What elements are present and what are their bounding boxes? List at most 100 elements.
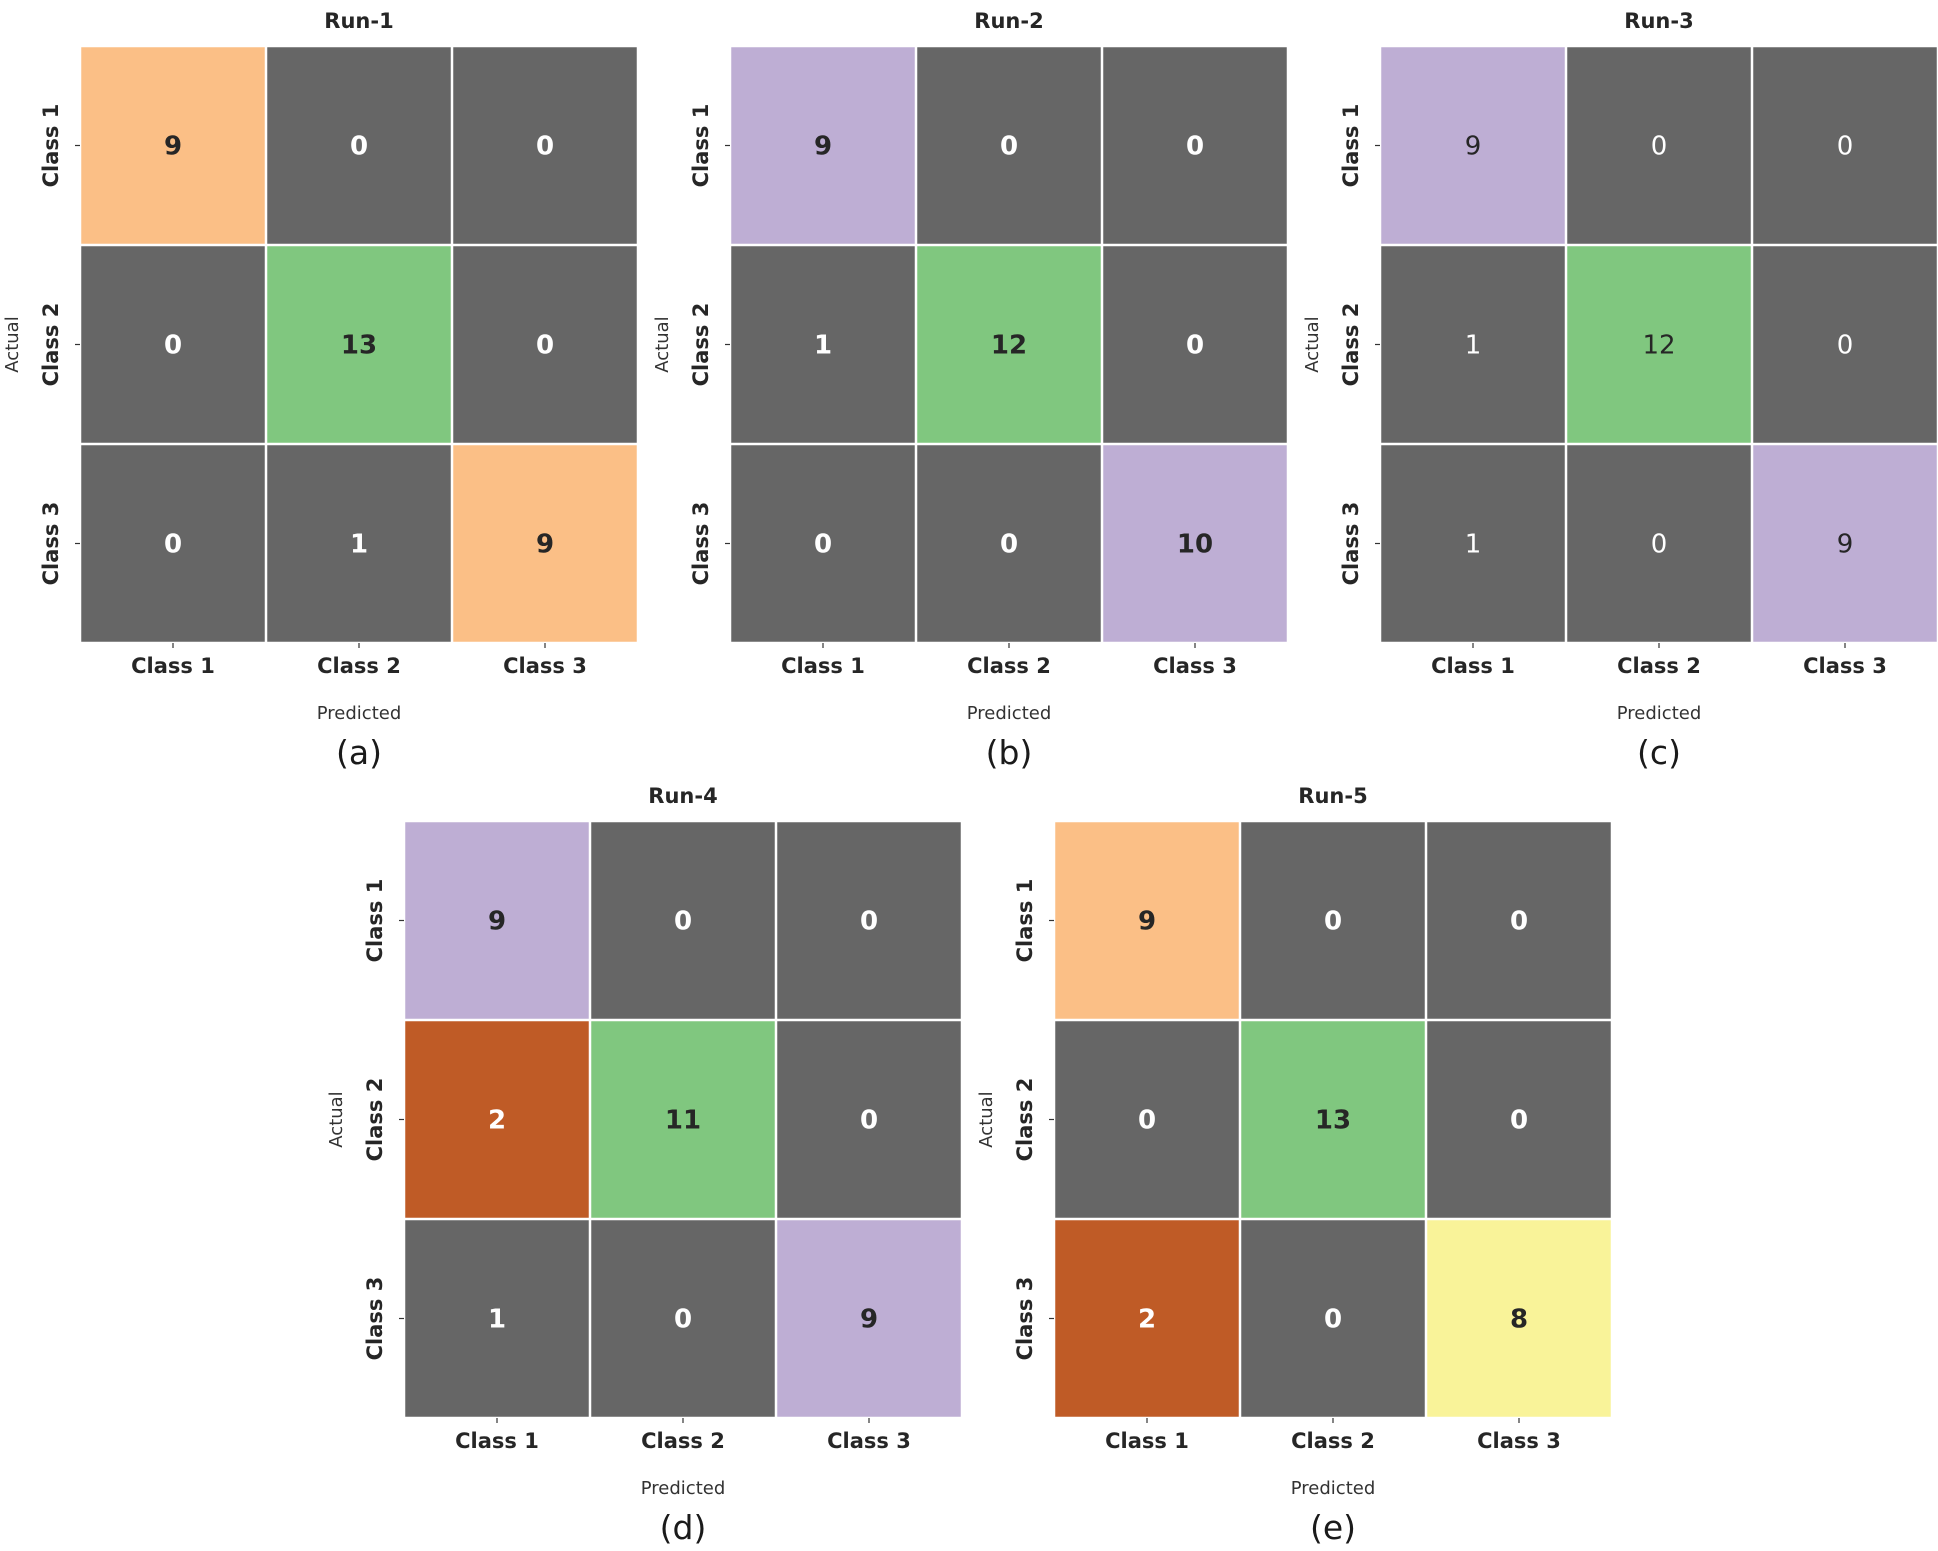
heatmap-cell bbox=[405, 1021, 589, 1218]
cell-value-label: 8 bbox=[1510, 1305, 1528, 1335]
x-tick-label: Class 2 bbox=[1617, 654, 1701, 678]
x-axis-label: Predicted bbox=[1617, 703, 1702, 724]
y-tick-label: Class 1 bbox=[1013, 879, 1037, 963]
heatmap-cell bbox=[267, 47, 451, 244]
cell-value-label: 1 bbox=[814, 331, 832, 361]
panel-title: Run-5 bbox=[1298, 784, 1367, 808]
heatmap-cell bbox=[731, 445, 915, 642]
panel-title: Run-1 bbox=[324, 9, 393, 33]
panel-title: Run-4 bbox=[648, 784, 717, 808]
y-tick-label: Class 3 bbox=[1013, 1277, 1037, 1361]
cell-value-label: 0 bbox=[814, 530, 832, 560]
x-tick-label: Class 3 bbox=[1477, 1429, 1561, 1453]
cell-value-label: 0 bbox=[1651, 132, 1668, 162]
heatmap-cell bbox=[591, 1220, 775, 1417]
heatmap-cell bbox=[1427, 822, 1611, 1019]
heatmap-cell bbox=[777, 1021, 961, 1218]
x-tick-label: Class 1 bbox=[131, 654, 215, 678]
y-tick-label: Class 3 bbox=[39, 502, 63, 586]
confusion-matrix-panel: Run-2 9 0 0 1 12 0 0 0 10 Class 1 Class 2 Class 3 Cla… bbox=[652, 9, 1287, 772]
confusion-matrix-panel: Run-4 9 0 0 2 11 0 1 0 9 Class 1 Class 2 Class 3 Clas… bbox=[326, 784, 961, 1547]
cell-value-label: 1 bbox=[1465, 331, 1482, 361]
x-axis-label: Predicted bbox=[1291, 1478, 1376, 1499]
heatmap-cell bbox=[1381, 246, 1565, 443]
heatmap-cell bbox=[267, 246, 451, 443]
x-tick-label: Class 2 bbox=[641, 1429, 725, 1453]
cell-value-label: 2 bbox=[1138, 1305, 1156, 1335]
cell-value-label: 0 bbox=[1138, 1106, 1156, 1136]
heatmap-cell bbox=[81, 246, 265, 443]
cell-value-label: 0 bbox=[860, 1106, 878, 1136]
confusion-matrix-panel: Run-1 9 0 0 0 13 0 0 1 9 Class 1 Class 2 Class 3 Clas… bbox=[2, 9, 637, 772]
heatmap-cell bbox=[1103, 445, 1287, 642]
confusion-matrix-panel: Run-5 9 0 0 0 13 0 2 0 8 Class 1 Class 2 Class 3 Clas… bbox=[976, 784, 1611, 1547]
heatmap-cell bbox=[1241, 1220, 1425, 1417]
cell-value-label: 9 bbox=[814, 132, 832, 162]
heatmap-cell bbox=[1055, 1021, 1239, 1218]
cell-value-label: 0 bbox=[674, 1305, 692, 1335]
cell-value-label: 9 bbox=[536, 530, 554, 560]
panel-label: (a) bbox=[336, 733, 382, 772]
cell-value-label: 12 bbox=[1642, 331, 1675, 361]
heatmap-cell bbox=[453, 47, 637, 244]
x-tick-label: Class 2 bbox=[967, 654, 1051, 678]
y-tick-label: Class 3 bbox=[363, 1277, 387, 1361]
cell-value-label: 0 bbox=[164, 530, 182, 560]
panel-label: (b) bbox=[986, 733, 1033, 772]
y-tick-label: Class 1 bbox=[363, 879, 387, 963]
cell-value-label: 0 bbox=[1324, 907, 1342, 937]
x-axis-label: Predicted bbox=[641, 1478, 726, 1499]
y-tick-label: Class 3 bbox=[689, 502, 713, 586]
heatmap-cell bbox=[1567, 246, 1751, 443]
x-axis-label: Predicted bbox=[317, 703, 402, 724]
cell-value-label: 0 bbox=[1651, 530, 1668, 560]
heatmap-cell bbox=[1381, 445, 1565, 642]
panel-title: Run-3 bbox=[1624, 9, 1693, 33]
cell-value-label: 1 bbox=[350, 530, 368, 560]
cell-value-label: 2 bbox=[488, 1106, 506, 1136]
heatmap-cell bbox=[917, 445, 1101, 642]
cell-value-label: 9 bbox=[860, 1305, 878, 1335]
panel-title: Run-2 bbox=[974, 9, 1043, 33]
heatmap-cell bbox=[267, 445, 451, 642]
heatmap-cell bbox=[453, 246, 637, 443]
y-tick-label: Class 2 bbox=[39, 303, 63, 387]
cell-value-label: 9 bbox=[488, 907, 506, 937]
cell-value-label: 0 bbox=[536, 132, 554, 162]
y-tick-label: Class 2 bbox=[363, 1078, 387, 1162]
cell-value-label: 0 bbox=[350, 132, 368, 162]
x-tick-label: Class 1 bbox=[1431, 654, 1515, 678]
cell-value-label: 1 bbox=[488, 1305, 506, 1335]
x-tick-label: Class 1 bbox=[781, 654, 865, 678]
y-axis-label: Actual bbox=[1302, 316, 1323, 372]
x-tick-label: Class 1 bbox=[455, 1429, 539, 1453]
y-axis-label: Actual bbox=[976, 1091, 997, 1147]
cell-value-label: 0 bbox=[860, 907, 878, 937]
y-tick-label: Class 1 bbox=[39, 104, 63, 188]
heatmap-cell bbox=[1055, 1220, 1239, 1417]
cell-value-label: 0 bbox=[1837, 132, 1854, 162]
cell-value-label: 10 bbox=[1177, 530, 1213, 560]
x-tick-label: Class 3 bbox=[1803, 654, 1887, 678]
x-tick-label: Class 1 bbox=[1105, 1429, 1189, 1453]
heatmap-cell bbox=[405, 822, 589, 1019]
heatmap-cell bbox=[1103, 47, 1287, 244]
y-tick-label: Class 2 bbox=[1339, 303, 1363, 387]
heatmap-cell bbox=[777, 1220, 961, 1417]
heatmap-cell bbox=[731, 246, 915, 443]
heatmap-cell bbox=[1427, 1021, 1611, 1218]
cell-value-label: 9 bbox=[164, 132, 182, 162]
y-axis-label: Actual bbox=[326, 1091, 347, 1147]
heatmap-cell bbox=[1567, 47, 1751, 244]
cell-value-label: 0 bbox=[1324, 1305, 1342, 1335]
y-axis-label: Actual bbox=[2, 316, 23, 372]
cell-value-label: 0 bbox=[536, 331, 554, 361]
heatmap-cell bbox=[453, 445, 637, 642]
heatmap-cell bbox=[1103, 246, 1287, 443]
heatmap-cell bbox=[1753, 445, 1937, 642]
y-axis-label: Actual bbox=[652, 316, 673, 372]
x-axis-label: Predicted bbox=[967, 703, 1052, 724]
cell-value-label: 0 bbox=[1000, 132, 1018, 162]
heatmap-cell bbox=[917, 47, 1101, 244]
heatmap-cell bbox=[1381, 47, 1565, 244]
